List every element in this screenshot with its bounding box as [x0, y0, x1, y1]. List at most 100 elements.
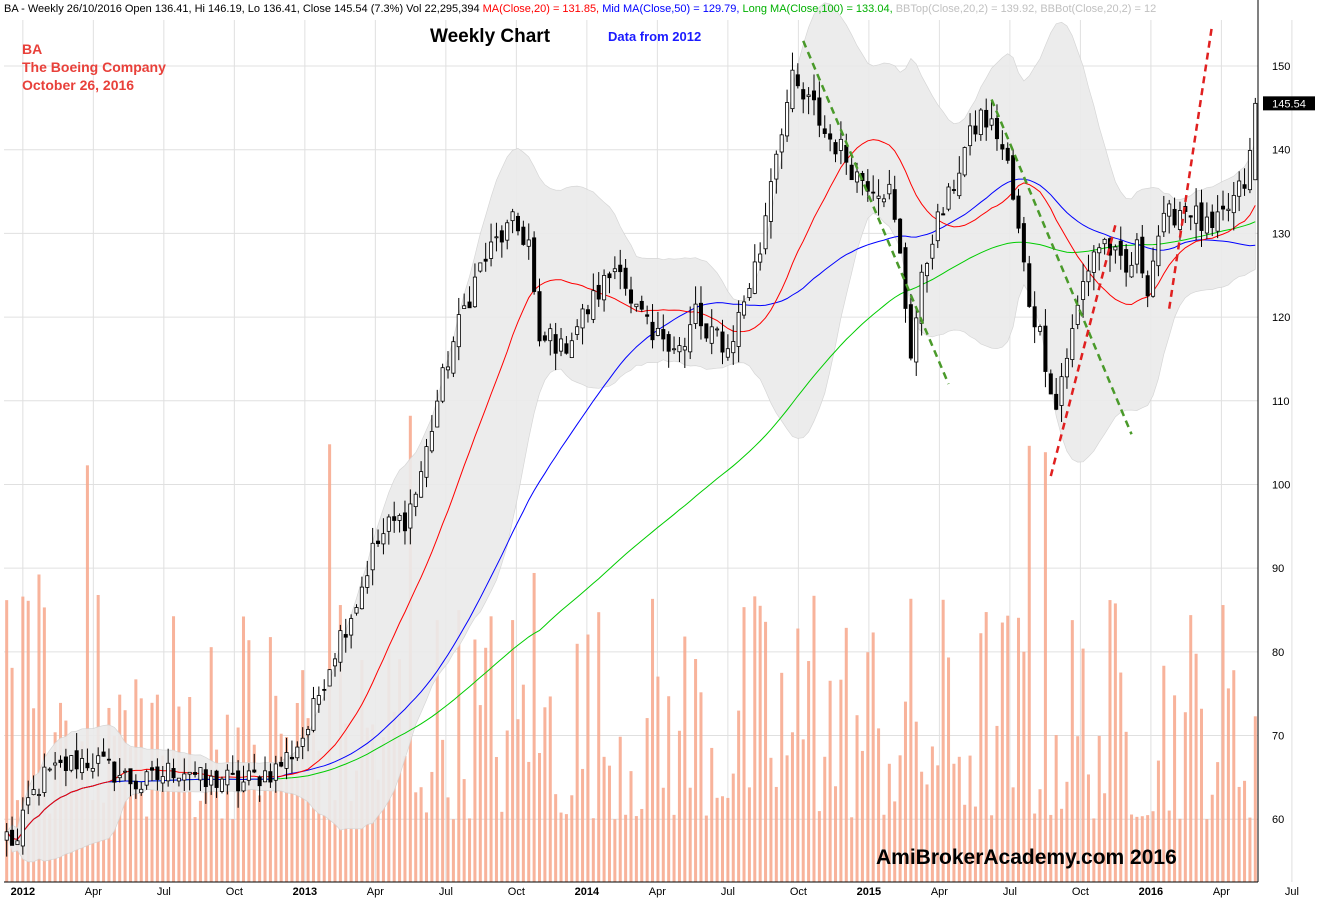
candle-body — [505, 222, 510, 241]
volume-bar — [925, 784, 929, 882]
candle-body — [440, 367, 445, 402]
volume-bar — [823, 756, 827, 882]
candle-body — [715, 328, 720, 331]
candle-body — [898, 218, 903, 254]
volume-bar — [505, 730, 509, 882]
x-tick-label: Apr — [931, 886, 948, 898]
volume-bar — [1216, 762, 1220, 882]
candle-body — [176, 777, 181, 782]
candle-body — [672, 348, 677, 351]
volume-bar — [1000, 622, 1004, 882]
volume-bar — [807, 661, 811, 882]
volume-bar — [984, 612, 988, 882]
volume-bar — [1011, 787, 1015, 882]
candle-body — [855, 171, 860, 183]
volume-bar — [575, 643, 579, 882]
volume-bar — [548, 696, 552, 882]
candle-body — [645, 314, 650, 317]
volume-bar — [737, 710, 741, 882]
candle-body — [1140, 236, 1145, 274]
volume-bar — [704, 815, 708, 882]
candle-body — [1059, 376, 1064, 406]
last-price-flag: 145.54 — [1263, 96, 1315, 111]
candle-body — [1237, 180, 1242, 197]
candle-body — [467, 301, 472, 309]
candle-body — [284, 752, 289, 769]
candle-body — [85, 762, 90, 769]
volume-bar — [1243, 780, 1247, 882]
candle-body — [1011, 155, 1016, 200]
volume-bar — [26, 600, 30, 882]
x-tick-label: Oct — [1072, 886, 1089, 898]
candle-body — [602, 275, 607, 301]
y-tick-label: 150 — [1272, 61, 1290, 73]
volume-bar — [796, 628, 800, 882]
volume-bar — [85, 465, 89, 882]
candle-body — [515, 215, 520, 232]
volume-bar — [225, 714, 229, 882]
volume-bar — [166, 763, 170, 882]
candle-body — [171, 768, 176, 779]
candle-body — [133, 780, 138, 790]
volume-bar — [527, 761, 531, 882]
candle-body — [822, 128, 827, 134]
candle-body — [688, 324, 693, 353]
candle-body — [408, 503, 413, 529]
volume-bar — [290, 764, 294, 882]
candle-body — [322, 688, 327, 691]
candle-body — [521, 226, 526, 245]
x-tick-label: Oct — [790, 886, 807, 898]
volume-bar — [451, 819, 455, 882]
volume-bar — [780, 672, 784, 882]
volume-bar — [920, 771, 924, 882]
candle-body — [128, 768, 133, 785]
candle-body — [639, 300, 644, 310]
volume-bar — [150, 702, 154, 882]
date-label: October 26, 2016 — [22, 77, 135, 93]
volume-bar — [629, 771, 633, 882]
candle-body — [774, 153, 779, 180]
candle-body — [758, 253, 763, 263]
candle-body — [306, 728, 311, 736]
volume-bar — [564, 814, 568, 882]
candle-body — [47, 768, 52, 771]
volume-bar — [930, 746, 934, 882]
volume-bar — [1103, 793, 1107, 882]
volume-bar — [581, 768, 585, 882]
volume-bar — [710, 747, 714, 882]
candle-body — [811, 90, 817, 101]
volume-bar — [177, 706, 181, 882]
volume-bar — [726, 797, 730, 882]
volume-bar — [10, 667, 14, 882]
candle-body — [20, 809, 25, 847]
volume-bar — [1189, 615, 1193, 882]
candle-body — [4, 831, 9, 841]
volume-bar — [1054, 735, 1058, 882]
volume-bar — [769, 757, 773, 882]
candle-body — [139, 788, 144, 794]
candle-body — [752, 261, 757, 294]
candle-body — [693, 303, 698, 324]
volume-bar — [473, 639, 477, 882]
chart-title: Weekly Chart — [430, 26, 551, 47]
candle-body — [709, 326, 714, 344]
candle-body — [962, 147, 967, 176]
volume-bar — [468, 818, 472, 882]
volume-bar — [441, 739, 445, 882]
volume-bar — [1086, 774, 1090, 882]
candle-body — [494, 236, 499, 239]
volume-bar — [1205, 819, 1209, 882]
candle-body — [559, 338, 564, 352]
trendline — [1049, 224, 1117, 477]
candle-body — [160, 776, 165, 784]
volume-bar — [947, 657, 951, 882]
candle-body — [80, 758, 85, 774]
volume-bar — [602, 756, 606, 882]
candle-body — [26, 797, 31, 806]
volume-bar — [1232, 670, 1236, 882]
candle-body — [1161, 212, 1166, 233]
volume-bar — [1199, 708, 1203, 882]
candle-body — [376, 540, 381, 545]
candle-body — [349, 618, 354, 636]
candle-body — [628, 289, 634, 304]
